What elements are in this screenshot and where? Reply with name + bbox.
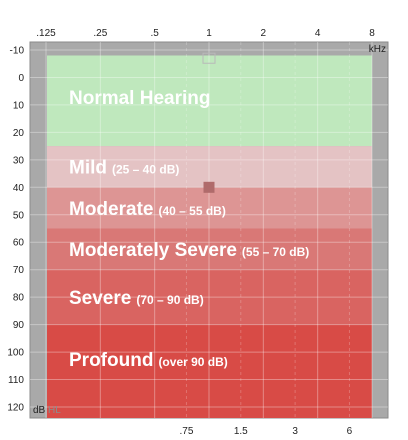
x-bottom-tick: .75 (179, 426, 193, 437)
y-tick: 80 (13, 293, 25, 304)
band-5 (47, 324, 372, 418)
x-unit-label: kHz (369, 44, 386, 55)
band-name: Severe (69, 288, 131, 309)
y-tick: 70 (13, 265, 25, 276)
band-label: Severe (70 – 90 dB) (69, 288, 204, 309)
band-name: Normal Hearing (69, 88, 210, 109)
band-range: (70 – 90 dB) (136, 293, 203, 307)
x-top-tick: 2 (261, 28, 267, 39)
band-name: Profound (69, 350, 153, 371)
y-tick: -10 (10, 46, 25, 57)
x-top-tick: 1 (206, 28, 212, 39)
y-tick: 50 (13, 210, 25, 221)
y-tick: 10 (13, 100, 25, 111)
band-range: (over 90 dB) (158, 355, 227, 369)
band-label: Moderate (40 – 55 dB) (69, 199, 226, 220)
y-tick: 60 (13, 238, 25, 249)
y-unit-suffix: HL (45, 405, 61, 416)
y-tick: 20 (13, 128, 25, 139)
x-top-tick: .125 (36, 28, 56, 39)
band-3 (47, 228, 372, 270)
band-label: Normal Hearing (69, 88, 210, 109)
band-range: (25 – 40 dB) (112, 163, 179, 177)
top-marker (202, 52, 216, 64)
y-tick: 100 (7, 348, 24, 359)
y-tick: 90 (13, 320, 25, 331)
y-tick: 30 (13, 155, 25, 166)
band-labels: Normal Hearing Mild (25 – 40 dB) Moderate (4… (69, 88, 309, 371)
band-range: (40 – 55 dB) (158, 204, 225, 218)
grid-lines (30, 42, 388, 418)
hearing-bands (47, 55, 372, 418)
band-label: Mild (25 – 40 dB) (69, 158, 179, 179)
band-1 (47, 146, 372, 188)
x-top-tick: .25 (93, 28, 107, 39)
y-unit-main: dB (33, 405, 46, 416)
x-top-tick: 8 (369, 28, 375, 39)
x-bottom-tick: 1.5 (234, 426, 248, 437)
band-name: Moderate (69, 199, 153, 220)
band-label: Moderately Severe (55 – 70 dB) (69, 240, 309, 261)
y-tick: 110 (8, 375, 24, 386)
x-top-tick: 4 (315, 28, 321, 39)
y-unit-label: dB HL (33, 405, 61, 416)
band-name: Mild (69, 158, 107, 179)
markers (202, 52, 216, 193)
y-tick: 40 (13, 183, 25, 194)
x-top-tick: .5 (150, 28, 159, 39)
band-label: Profound (over 90 dB) (69, 350, 228, 371)
band-4 (47, 269, 372, 325)
band-range: (55 – 70 dB) (242, 245, 309, 259)
y-tick: 0 (18, 73, 24, 84)
threshold-marker (203, 181, 215, 193)
band-0 (47, 55, 372, 147)
band-name: Moderately Severe (69, 240, 237, 261)
band-2 (47, 187, 372, 229)
x-bottom-tick: 6 (347, 426, 353, 437)
axes: .125 .25 .5 1 2 4 8 .75 1.5 3 6 -10 0 10 20 30 40 50 60 70 8… (7, 28, 386, 437)
x-bottom-tick: 3 (292, 426, 298, 437)
y-tick: 120 (7, 403, 24, 414)
